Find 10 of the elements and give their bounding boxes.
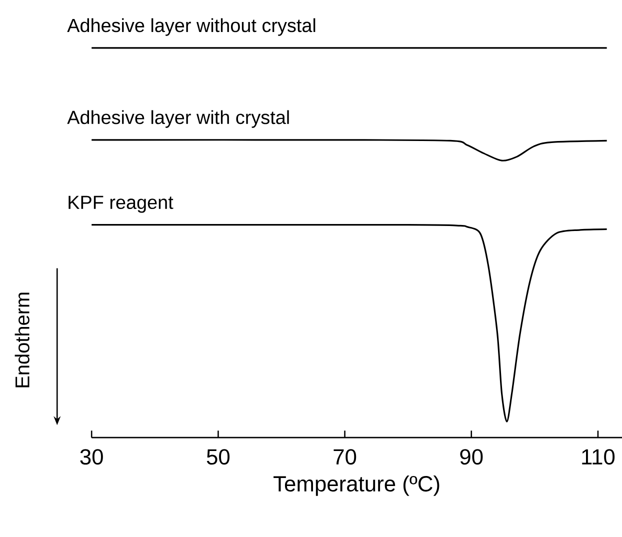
x-tick-label: 30 [80, 449, 103, 465]
x-tick-label: 90 [460, 449, 483, 465]
y-axis-title: Endotherm [14, 292, 30, 388]
series-label: Adhesive layer without crystal [67, 18, 316, 36]
x-tick-label: 110 [582, 449, 615, 465]
series-label: KPF reagent [68, 196, 174, 213]
x-axis-title: Temperature (ºC) [274, 475, 440, 496]
x-tick-label: 70 [334, 449, 356, 465]
x-tick-label: 50 [206, 449, 230, 465]
series-label: Adhesive layer with crystal [67, 110, 289, 128]
